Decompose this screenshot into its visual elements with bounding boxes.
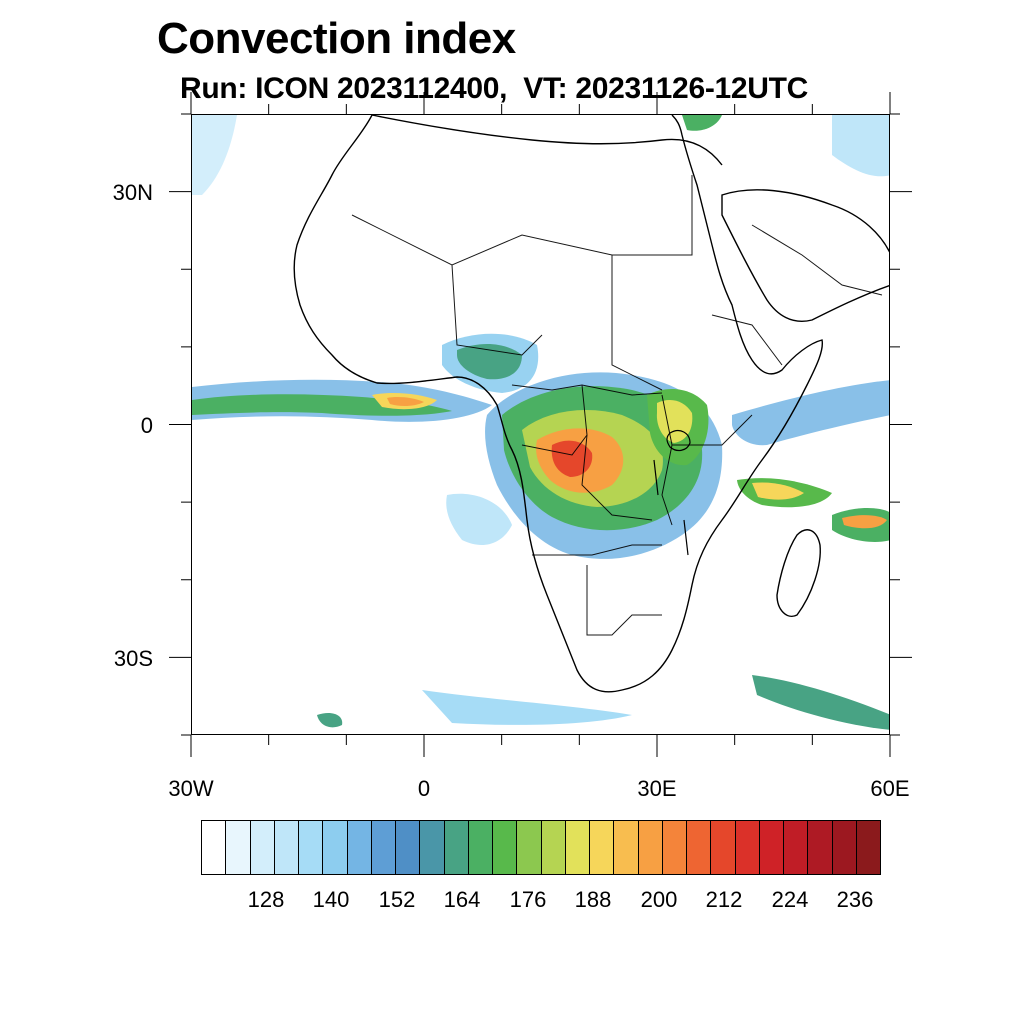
chart-title: Convection index [157, 14, 516, 63]
colorbar-cell-26 [832, 821, 857, 874]
map-plot-area [191, 114, 890, 735]
colorbar-cell-18 [638, 821, 663, 874]
border-south-2 [586, 565, 662, 636]
border-sahara-2 [451, 264, 543, 356]
field-indian-band-hot [752, 482, 804, 500]
lat-label-30s: 30S [113, 646, 153, 671]
colorbar-cell-16 [590, 821, 615, 874]
colorbar-cell-14 [541, 821, 566, 874]
colorbar-cell-10 [444, 821, 469, 874]
lon-label-30w: 30W [168, 776, 214, 801]
coast-arabia [721, 189, 889, 322]
colorbar-label-152: 152 [378, 887, 416, 912]
colorbar-cell-5 [323, 821, 348, 874]
border-egypt [612, 175, 693, 256]
colorbar-label-212: 212 [705, 887, 743, 912]
border-east-1 [661, 394, 673, 526]
field-madagascar-ne-hot [842, 515, 887, 529]
coast-africa [293, 115, 824, 693]
colorbar-cell-11 [468, 821, 493, 874]
lake-tanganyika [653, 459, 659, 496]
lon-label-30e: 30E [637, 776, 677, 801]
border-arabia [751, 224, 883, 296]
lon-label-0: 0 [417, 776, 431, 801]
lat-label-30n: 30N [112, 180, 153, 205]
colorbar-cell-9 [420, 821, 445, 874]
colorbar-label-200: 200 [640, 887, 678, 912]
colorbar-cell-4 [299, 821, 324, 874]
colorbar-cell-27 [856, 821, 880, 874]
field-top-right [832, 115, 889, 177]
colorbar-cell-1 [226, 821, 251, 874]
lat-label-0: 0 [140, 413, 153, 438]
lake-victoria [666, 430, 691, 452]
coastlines [293, 115, 889, 693]
border-south-1 [532, 544, 662, 556]
colorbar-cell-12 [493, 821, 518, 874]
colorbar-cell-23 [759, 821, 784, 874]
colorbar-cell-20 [687, 821, 712, 874]
field-southern-band-east [752, 675, 889, 730]
colorbar-cell-2 [250, 821, 275, 874]
colorbar-label-236: 236 [836, 887, 874, 912]
colorbar-cell-19 [662, 821, 687, 874]
colorbar-cell-8 [396, 821, 421, 874]
field-indian-band [732, 380, 889, 446]
border-horn [711, 314, 783, 366]
chart-subtitle: Run: ICON 2023112400, VT: 20231126-12UTC [180, 72, 809, 105]
colorbar-cell-25 [808, 821, 833, 874]
colorbar-cell-13 [517, 821, 542, 874]
colorbar-label-140: 140 [312, 887, 350, 912]
colorbar-label-188: 188 [574, 887, 612, 912]
colorbar-cell-24 [784, 821, 809, 874]
colorbar-cell-7 [371, 821, 396, 874]
border-central-2 [581, 384, 653, 521]
colorbar-cell-21 [711, 821, 736, 874]
colorbar-label-128: 128 [247, 887, 285, 912]
colorbar-cell-22 [735, 821, 760, 874]
field-atlantic-band-hot [387, 397, 424, 407]
map-svg [192, 115, 889, 730]
field-congo-red [551, 440, 593, 477]
field-south-atlantic [446, 493, 512, 545]
convection-field [192, 115, 889, 730]
colorbar-cell-3 [274, 821, 299, 874]
colorbar-cell-17 [614, 821, 639, 874]
coast-madagascar [776, 529, 821, 617]
lake-malawi [683, 519, 689, 556]
colorbar-label-176: 176 [509, 887, 547, 912]
colorbar-cell-0 [202, 821, 227, 874]
field-top-center [682, 115, 722, 131]
colorbar-label-224: 224 [771, 887, 809, 912]
colorbar [201, 820, 881, 875]
lon-label-60e: 60E [870, 776, 910, 801]
colorbar-label-164: 164 [443, 887, 481, 912]
lakes [653, 430, 691, 556]
coast-mediterranean [371, 115, 723, 166]
colorbar-cell-15 [565, 821, 590, 874]
field-top-left [192, 115, 237, 195]
border-central-3 [521, 434, 588, 456]
field-southern-band-west [317, 713, 343, 728]
field-southern-band [422, 690, 632, 725]
border-sahara-3 [611, 255, 663, 391]
colorbar-cell-6 [347, 821, 372, 874]
